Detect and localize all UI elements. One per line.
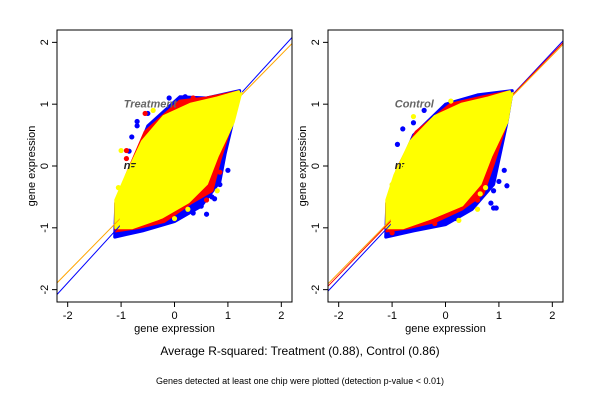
x-tick-label: 2 <box>278 310 284 322</box>
y-tick-label: 2 <box>39 39 51 45</box>
blue-point <box>190 210 196 216</box>
blue-point <box>469 203 475 209</box>
x-tick-label: 1 <box>496 310 502 322</box>
blue-point <box>203 211 210 217</box>
blue-point <box>488 200 494 206</box>
x-tick-label: -1 <box>116 310 126 322</box>
red-point <box>432 220 438 227</box>
yellow-point-cloud-overlay <box>119 91 243 228</box>
y-axis-label: gene expression <box>26 126 38 207</box>
blue-point <box>490 205 497 211</box>
caption: Average R-squared: Treatment (0.88), Con… <box>160 344 439 358</box>
blue-point <box>211 196 218 202</box>
blue-point <box>490 188 497 194</box>
yellow-point <box>214 188 220 194</box>
blue-point <box>177 212 183 219</box>
blue-point <box>504 183 510 189</box>
red-point <box>123 155 130 162</box>
x-tick-label: -1 <box>387 310 397 322</box>
x-axis-label: gene expression <box>134 323 215 335</box>
red-point <box>217 169 223 175</box>
yellow-point-cloud-overlay <box>390 91 514 228</box>
y-tick-label: -2 <box>310 285 322 295</box>
yellow-point <box>448 98 454 104</box>
blue-point <box>166 95 172 101</box>
x-tick-label: 2 <box>549 310 555 322</box>
x-tick-label: -2 <box>334 310 344 322</box>
x-axis-label: gene expression <box>405 323 486 335</box>
blue-point <box>198 203 204 209</box>
x-tick-label: 0 <box>442 310 448 322</box>
yellow-point <box>477 191 483 197</box>
x-tick-label: 1 <box>225 310 231 322</box>
blue-point <box>182 94 188 100</box>
y-tick-label: -1 <box>39 223 51 233</box>
blue-point <box>225 167 231 173</box>
yellow-point <box>118 147 124 154</box>
yellow-point <box>389 181 395 188</box>
y-tick-label: 1 <box>39 101 51 107</box>
blue-point <box>394 141 401 147</box>
blue-point <box>501 167 507 173</box>
yellow-point <box>171 215 178 222</box>
blue-point <box>134 118 140 125</box>
blue-point <box>129 134 135 140</box>
x-tick-label: 0 <box>171 310 177 322</box>
yellow-point <box>482 185 489 191</box>
x-tick-label: -2 <box>63 310 73 322</box>
yellow-point <box>456 217 462 223</box>
y-tick-label: 1 <box>310 101 322 107</box>
blue-point <box>400 126 406 132</box>
y-axis-label: gene expression <box>297 126 309 207</box>
blue-point <box>421 107 427 113</box>
red-point <box>142 110 148 117</box>
panel-label: Treatment <box>124 98 178 110</box>
yellow-point <box>115 185 122 191</box>
red-point <box>474 197 481 203</box>
y-tick-label: -1 <box>310 223 322 233</box>
y-tick-label: 0 <box>39 163 51 169</box>
yellow-point <box>185 206 191 212</box>
red-point <box>123 147 130 154</box>
blue-point <box>134 123 140 129</box>
footnote: Genes detected at least one chip were pl… <box>156 376 444 386</box>
blue-point <box>217 181 223 188</box>
y-tick-label: 2 <box>310 39 322 45</box>
yellow-point <box>410 113 417 120</box>
y-tick-label: -2 <box>39 285 51 295</box>
red-point <box>203 197 210 203</box>
yellow-point <box>474 206 481 212</box>
panel-label: Control <box>395 98 435 110</box>
red-point <box>389 230 395 236</box>
blue-point <box>496 178 502 185</box>
y-tick-label: 0 <box>310 163 322 169</box>
red-point <box>190 95 196 101</box>
blue-point <box>410 120 417 126</box>
yellow-point <box>150 107 156 113</box>
